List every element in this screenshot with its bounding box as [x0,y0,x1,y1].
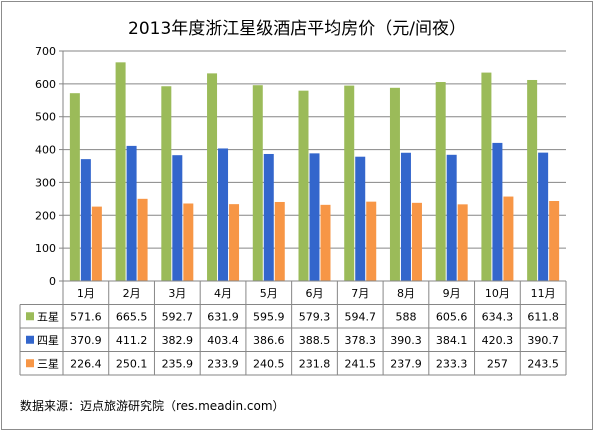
chart-title: 2013年度浙江星级酒店平均房价（元/间夜） [128,19,466,39]
legend-label: 三星 [37,357,59,370]
data-label: 231.8 [299,357,331,370]
bar-四星-8月 [400,152,411,281]
x-category-label: 6月 [306,287,324,300]
bar-四星-4月 [218,148,229,281]
bar-三星-9月 [457,204,468,281]
y-tick-label: 300 [35,176,56,189]
data-label: 235.9 [162,357,194,370]
data-label: 611.8 [527,310,559,323]
bar-四星-10月 [492,142,503,281]
data-label: 420.3 [482,334,514,347]
y-tick-label: 100 [35,242,56,255]
y-tick-label: 200 [35,209,56,222]
data-label: 388.5 [299,334,331,347]
bar-五星-7月 [344,85,355,281]
bar-五星-9月 [435,82,446,281]
bar-五星-10月 [481,72,492,281]
data-label: 571.6 [70,310,102,323]
x-category-label: 1月 [77,287,95,300]
x-category-label: 5月 [260,287,278,300]
data-label: 390.7 [527,334,559,347]
x-category-label: 11月 [531,287,556,300]
bar-四星-3月 [172,155,183,281]
x-category-label: 3月 [168,287,186,300]
data-label: 233.9 [207,357,239,370]
data-label: 250.1 [116,357,148,370]
data-label: 390.3 [390,334,422,347]
data-label: 411.2 [116,334,148,347]
data-label: 634.3 [482,310,514,323]
data-label: 595.9 [253,310,285,323]
data-label: 382.9 [162,334,194,347]
x-category-label: 9月 [443,287,461,300]
data-label: 233.3 [436,357,468,370]
bar-四星-11月 [538,152,549,281]
x-category-label: 4月 [214,287,232,300]
data-label: 605.6 [436,310,468,323]
bar-三星-11月 [549,200,560,281]
x-category-label: 7月 [351,287,369,300]
y-tick-label: 500 [35,111,56,124]
data-label: 241.5 [344,357,376,370]
data-label: 386.6 [253,334,285,347]
data-label: 378.3 [344,334,376,347]
x-category-label: 8月 [397,287,415,300]
bar-四星-7月 [355,156,366,281]
bar-三星-5月 [274,201,285,281]
data-label: 370.9 [70,334,102,347]
bar-五星-8月 [389,87,400,281]
legend-key-四星 [26,335,34,344]
y-tick-label: 600 [35,78,56,91]
bar-五星-11月 [527,79,538,281]
data-label: 588 [395,310,416,323]
bar-三星-3月 [183,203,194,281]
bar-三星-2月 [137,198,148,281]
bar-五星-5月 [252,85,263,281]
data-label: 594.7 [344,310,376,323]
legend-key-五星 [26,312,34,321]
x-category-label: 10月 [485,287,510,300]
data-label: 403.4 [207,334,239,347]
bar-五星-6月 [298,90,309,281]
legend-label: 五星 [37,310,59,323]
bar-四星-2月 [126,145,137,281]
data-label: 257 [487,357,508,370]
data-label: 226.4 [70,357,102,370]
bar-四星-6月 [309,153,320,281]
bar-三星-10月 [503,196,514,281]
legend-label: 四星 [37,334,59,347]
source-note: 数据来源：迈点旅游研究院（res.meadin.com） [20,399,285,413]
bar-三星-8月 [411,202,422,281]
legend-key-三星 [26,359,34,368]
data-label: 243.5 [527,357,559,370]
bar-三星-1月 [91,206,102,281]
bar-五星-3月 [161,86,172,282]
bar-四星-1月 [80,159,91,281]
bar-三星-6月 [320,204,331,281]
data-label: 665.5 [116,310,148,323]
y-tick-label: 400 [35,144,56,157]
bar-四星-5月 [263,153,274,281]
y-tick-label: 0 [49,275,56,288]
data-label: 592.7 [162,310,194,323]
bar-五星-1月 [69,93,80,281]
data-label: 579.3 [299,310,331,323]
bar-五星-2月 [115,62,126,282]
data-label: 237.9 [390,357,422,370]
bar-四星-9月 [446,154,457,281]
bar-三星-4月 [229,204,240,281]
data-label: 384.1 [436,334,468,347]
data-label: 240.5 [253,357,285,370]
bar-三星-7月 [366,201,377,281]
data-label: 631.9 [207,310,239,323]
x-category-label: 2月 [123,287,141,300]
y-tick-label: 700 [35,45,56,58]
bar-五星-4月 [207,73,218,281]
